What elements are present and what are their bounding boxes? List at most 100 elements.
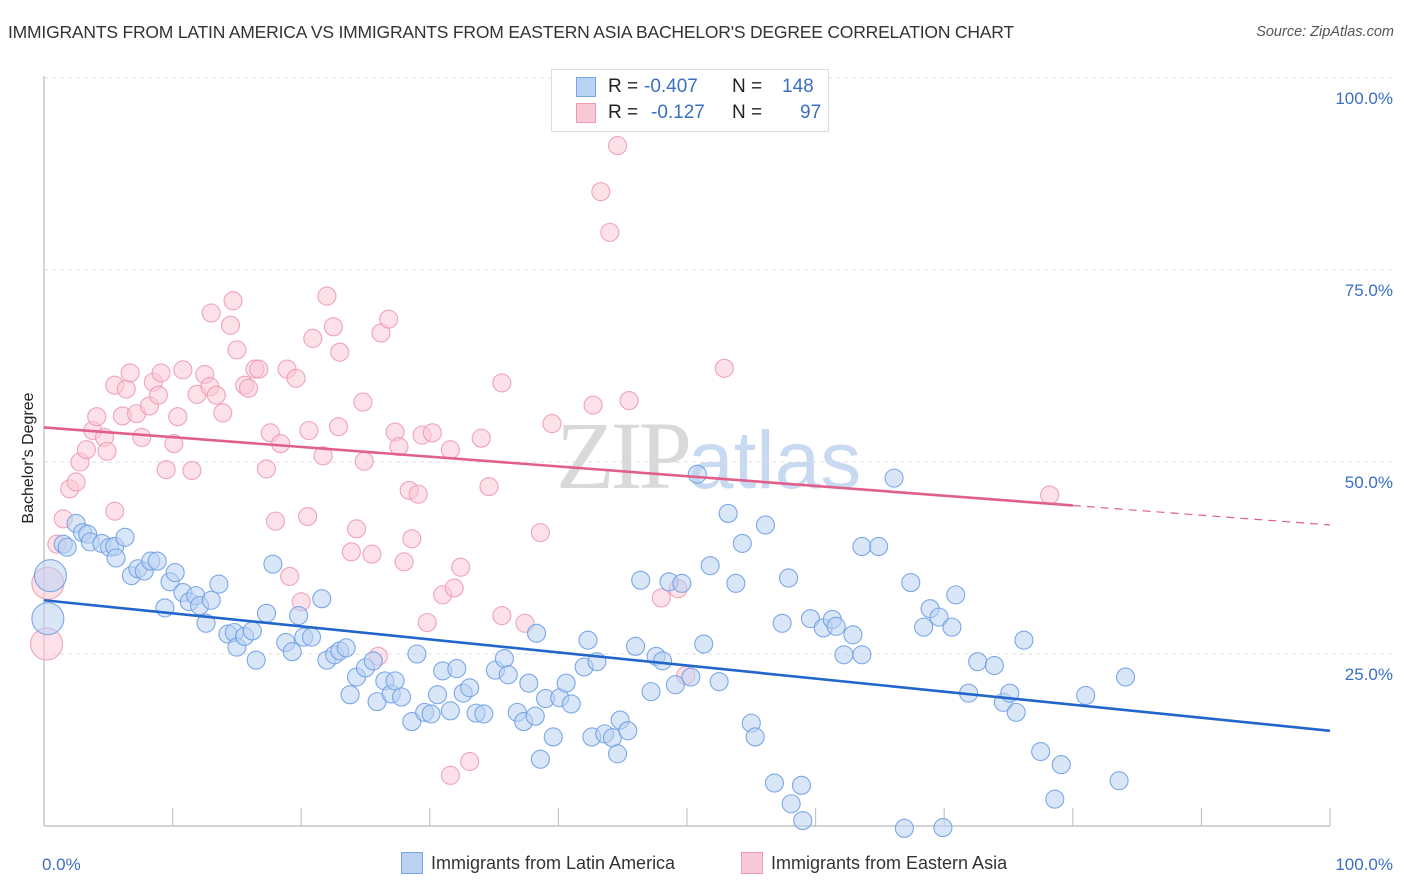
data-point [714, 358, 734, 378]
data-point [700, 556, 720, 576]
legend-swatch-blue [576, 77, 596, 97]
data-point [440, 440, 460, 460]
data-point [755, 515, 775, 535]
data-point [238, 378, 259, 398]
data-point [66, 472, 86, 492]
data-point [1051, 755, 1071, 775]
tick-labels: 25.0% 50.0% 75.0% 100.0% 0.0% 100.0% [42, 89, 1393, 874]
data-point [492, 606, 512, 626]
data-point [242, 621, 262, 641]
data-point [115, 527, 135, 547]
source-label: Source: ZipAtlas.com [1256, 24, 1394, 40]
data-point [556, 673, 576, 693]
data-point [618, 721, 638, 741]
data-point [608, 744, 628, 764]
data-point [779, 568, 799, 588]
data-point [694, 634, 714, 654]
data-point [97, 441, 117, 461]
legend-item-eastern-asia[interactable]: Immigrants from Eastern Asia [741, 852, 1007, 874]
data-point [106, 548, 126, 568]
legend-swatch-pink [576, 103, 596, 123]
series-latin-america-points [31, 464, 1136, 838]
data-point [336, 638, 356, 658]
data-point [1076, 685, 1096, 706]
data-point [201, 303, 221, 323]
data-point [263, 554, 283, 574]
data-point [265, 511, 286, 531]
trend-line-eastern-asia-solid [43, 426, 1073, 507]
data-point [933, 818, 953, 838]
data-point [1045, 789, 1065, 809]
data-point [164, 434, 184, 454]
watermark-zip: ZIP [556, 402, 692, 509]
data-point [968, 652, 988, 672]
data-point [156, 460, 176, 480]
data-point [929, 607, 949, 627]
data-point [427, 685, 448, 705]
data-point [653, 651, 673, 671]
data-point [460, 678, 480, 698]
data-point [323, 317, 343, 337]
data-point [631, 570, 651, 590]
data-point [379, 309, 399, 329]
data-point [282, 642, 302, 662]
data-point [227, 340, 247, 360]
x-tick-label-min: 0.0% [42, 855, 81, 874]
data-point [346, 519, 367, 539]
data-point [299, 420, 319, 441]
data-point [745, 727, 765, 747]
data-point [672, 573, 692, 593]
data-point [843, 625, 863, 645]
data-point [201, 590, 221, 610]
data-point [681, 667, 701, 687]
data-point [526, 623, 547, 643]
data-point [328, 417, 349, 437]
data-point [946, 585, 966, 605]
data-point [530, 523, 550, 543]
data-point [417, 612, 437, 633]
data-point [732, 533, 752, 553]
data-point [353, 392, 373, 412]
data-point [206, 385, 226, 405]
data-point [869, 536, 889, 557]
data-point [301, 627, 322, 647]
data-point [57, 537, 77, 557]
data-point [641, 682, 661, 702]
data-point [651, 588, 671, 608]
r-value: -0.127 [651, 102, 705, 123]
data-point [772, 613, 792, 633]
data-point [173, 360, 193, 380]
data-point [402, 529, 422, 549]
data-point [422, 423, 442, 443]
stats-legend: R = -0.407 N = 148 R = -0.127 N = 97 [551, 69, 829, 132]
data-point [391, 687, 412, 707]
data-point [120, 363, 140, 383]
data-point [340, 685, 360, 705]
y-tick-label: 100.0% [1335, 89, 1393, 108]
data-point [834, 645, 854, 665]
data-point [223, 291, 243, 311]
data-point [494, 649, 514, 669]
data-point [168, 407, 188, 427]
data-point [687, 464, 707, 484]
data-point [213, 403, 233, 423]
data-point [271, 434, 291, 454]
data-point [182, 460, 202, 480]
data-point [385, 671, 405, 691]
data-point [421, 704, 441, 724]
data-point [884, 468, 904, 488]
data-point [984, 655, 1004, 676]
data-point [31, 602, 65, 636]
data-point [781, 794, 801, 814]
data-point [148, 385, 169, 405]
legend-item-latin-america[interactable]: Immigrants from Latin America [401, 852, 675, 874]
chart-title: IMMIGRANTS FROM LATIN AMERICA VS IMMIGRA… [8, 22, 1014, 42]
data-point [718, 503, 738, 524]
data-point [147, 551, 167, 571]
data-point [1115, 667, 1136, 687]
data-point [542, 414, 562, 434]
y-tick-label: 50.0% [1345, 473, 1393, 492]
data-point [1109, 771, 1129, 791]
data-point [665, 675, 685, 695]
